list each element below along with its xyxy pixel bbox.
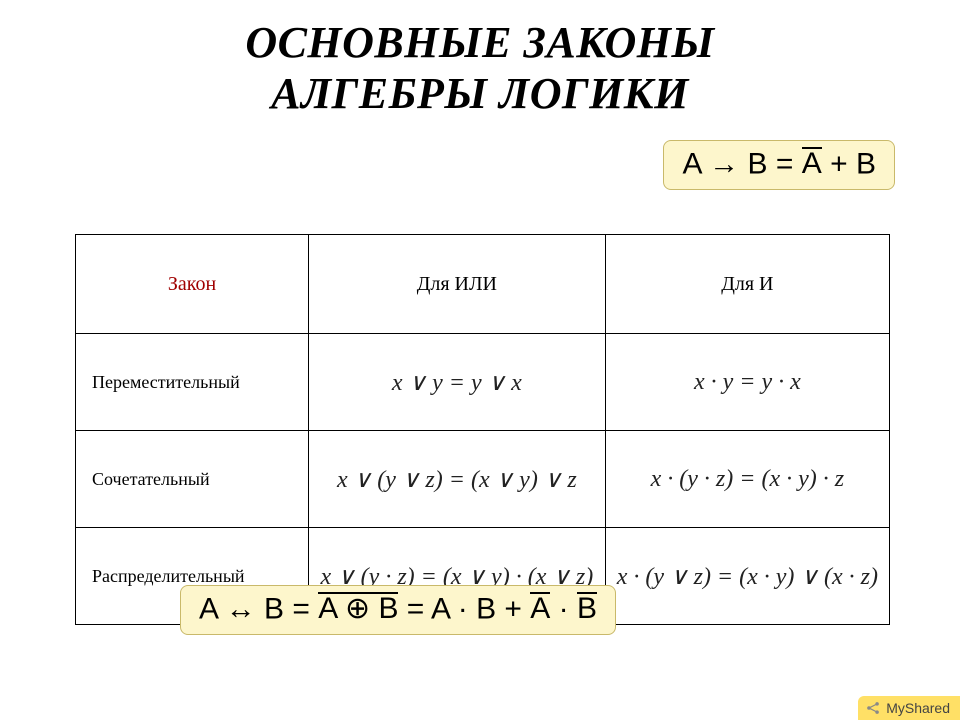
law-and-cell: x · y = y · x bbox=[605, 334, 889, 431]
slide: ОСНОВНЫЕ ЗАКОНЫ АЛГЕБРЫ ЛОГИКИ A → B = A… bbox=[0, 0, 960, 720]
f2-dot1: · bbox=[458, 592, 468, 625]
f2-t2Abar: A bbox=[530, 592, 550, 624]
f2-dot2: · bbox=[559, 592, 569, 625]
f1-Abar: A bbox=[802, 147, 822, 179]
f2-A: A bbox=[199, 592, 217, 625]
f2-B: B bbox=[264, 592, 284, 625]
share-icon bbox=[866, 701, 880, 715]
law-or-cell: x ∨ (y ∨ z) = (x ∨ y) ∨ z bbox=[309, 431, 606, 528]
title-line-2: АЛГЕБРЫ ЛОГИКИ bbox=[271, 69, 689, 118]
law-name-cell: Переместительный bbox=[76, 334, 309, 431]
table-row: Сочетательный x ∨ (y ∨ z) = (x ∨ y) ∨ z … bbox=[76, 431, 890, 528]
f1-B: B bbox=[748, 147, 768, 180]
header-or: Для ИЛИ bbox=[309, 235, 606, 334]
table-header-row: Закон Для ИЛИ Для И bbox=[76, 235, 890, 334]
f1-plus: + bbox=[830, 147, 848, 180]
f2-t1A: A bbox=[431, 592, 449, 625]
f1-eq: = bbox=[776, 147, 794, 180]
header-and: Для И bbox=[605, 235, 889, 334]
share-button[interactable]: MyShared bbox=[858, 696, 960, 720]
f2-iff: ↔ bbox=[226, 592, 256, 625]
f1-arrow: → bbox=[709, 147, 739, 180]
slide-title: ОСНОВНЫЕ ЗАКОНЫ АЛГЕБРЫ ЛОГИКИ bbox=[0, 18, 960, 119]
f1-B2: B bbox=[856, 147, 876, 180]
law-name-cell: Сочетательный bbox=[76, 431, 309, 528]
laws-table: Закон Для ИЛИ Для И Переместительный x ∨… bbox=[75, 234, 890, 625]
law-and-cell: x · (y · z) = (x · y) · z bbox=[605, 431, 889, 528]
f2-plus: + bbox=[504, 592, 522, 625]
equivalence-formula-box: A ↔ B = A ⊕ B = A · B + A · B bbox=[180, 585, 616, 635]
f2-t1B: B bbox=[476, 592, 496, 625]
share-label: MyShared bbox=[886, 700, 950, 716]
f2-t2Bbar: B bbox=[577, 592, 597, 624]
f2-eq2: = bbox=[407, 592, 425, 625]
law-or-cell: x ∨ y = y ∨ x bbox=[309, 334, 606, 431]
title-line-1: ОСНОВНЫЕ ЗАКОНЫ bbox=[245, 18, 714, 67]
f2-eq1: = bbox=[292, 592, 310, 625]
table-row: Переместительный x ∨ y = y ∨ x x · y = y… bbox=[76, 334, 890, 431]
f1-A: A bbox=[682, 147, 700, 180]
f2-AxorB-bar: A ⊕ B bbox=[318, 592, 398, 624]
header-law: Закон bbox=[76, 235, 309, 334]
implication-formula-box: A → B = A + B bbox=[663, 140, 895, 190]
law-and-cell: x · (y ∨ z) = (x · y) ∨ (x · z) bbox=[605, 528, 889, 625]
